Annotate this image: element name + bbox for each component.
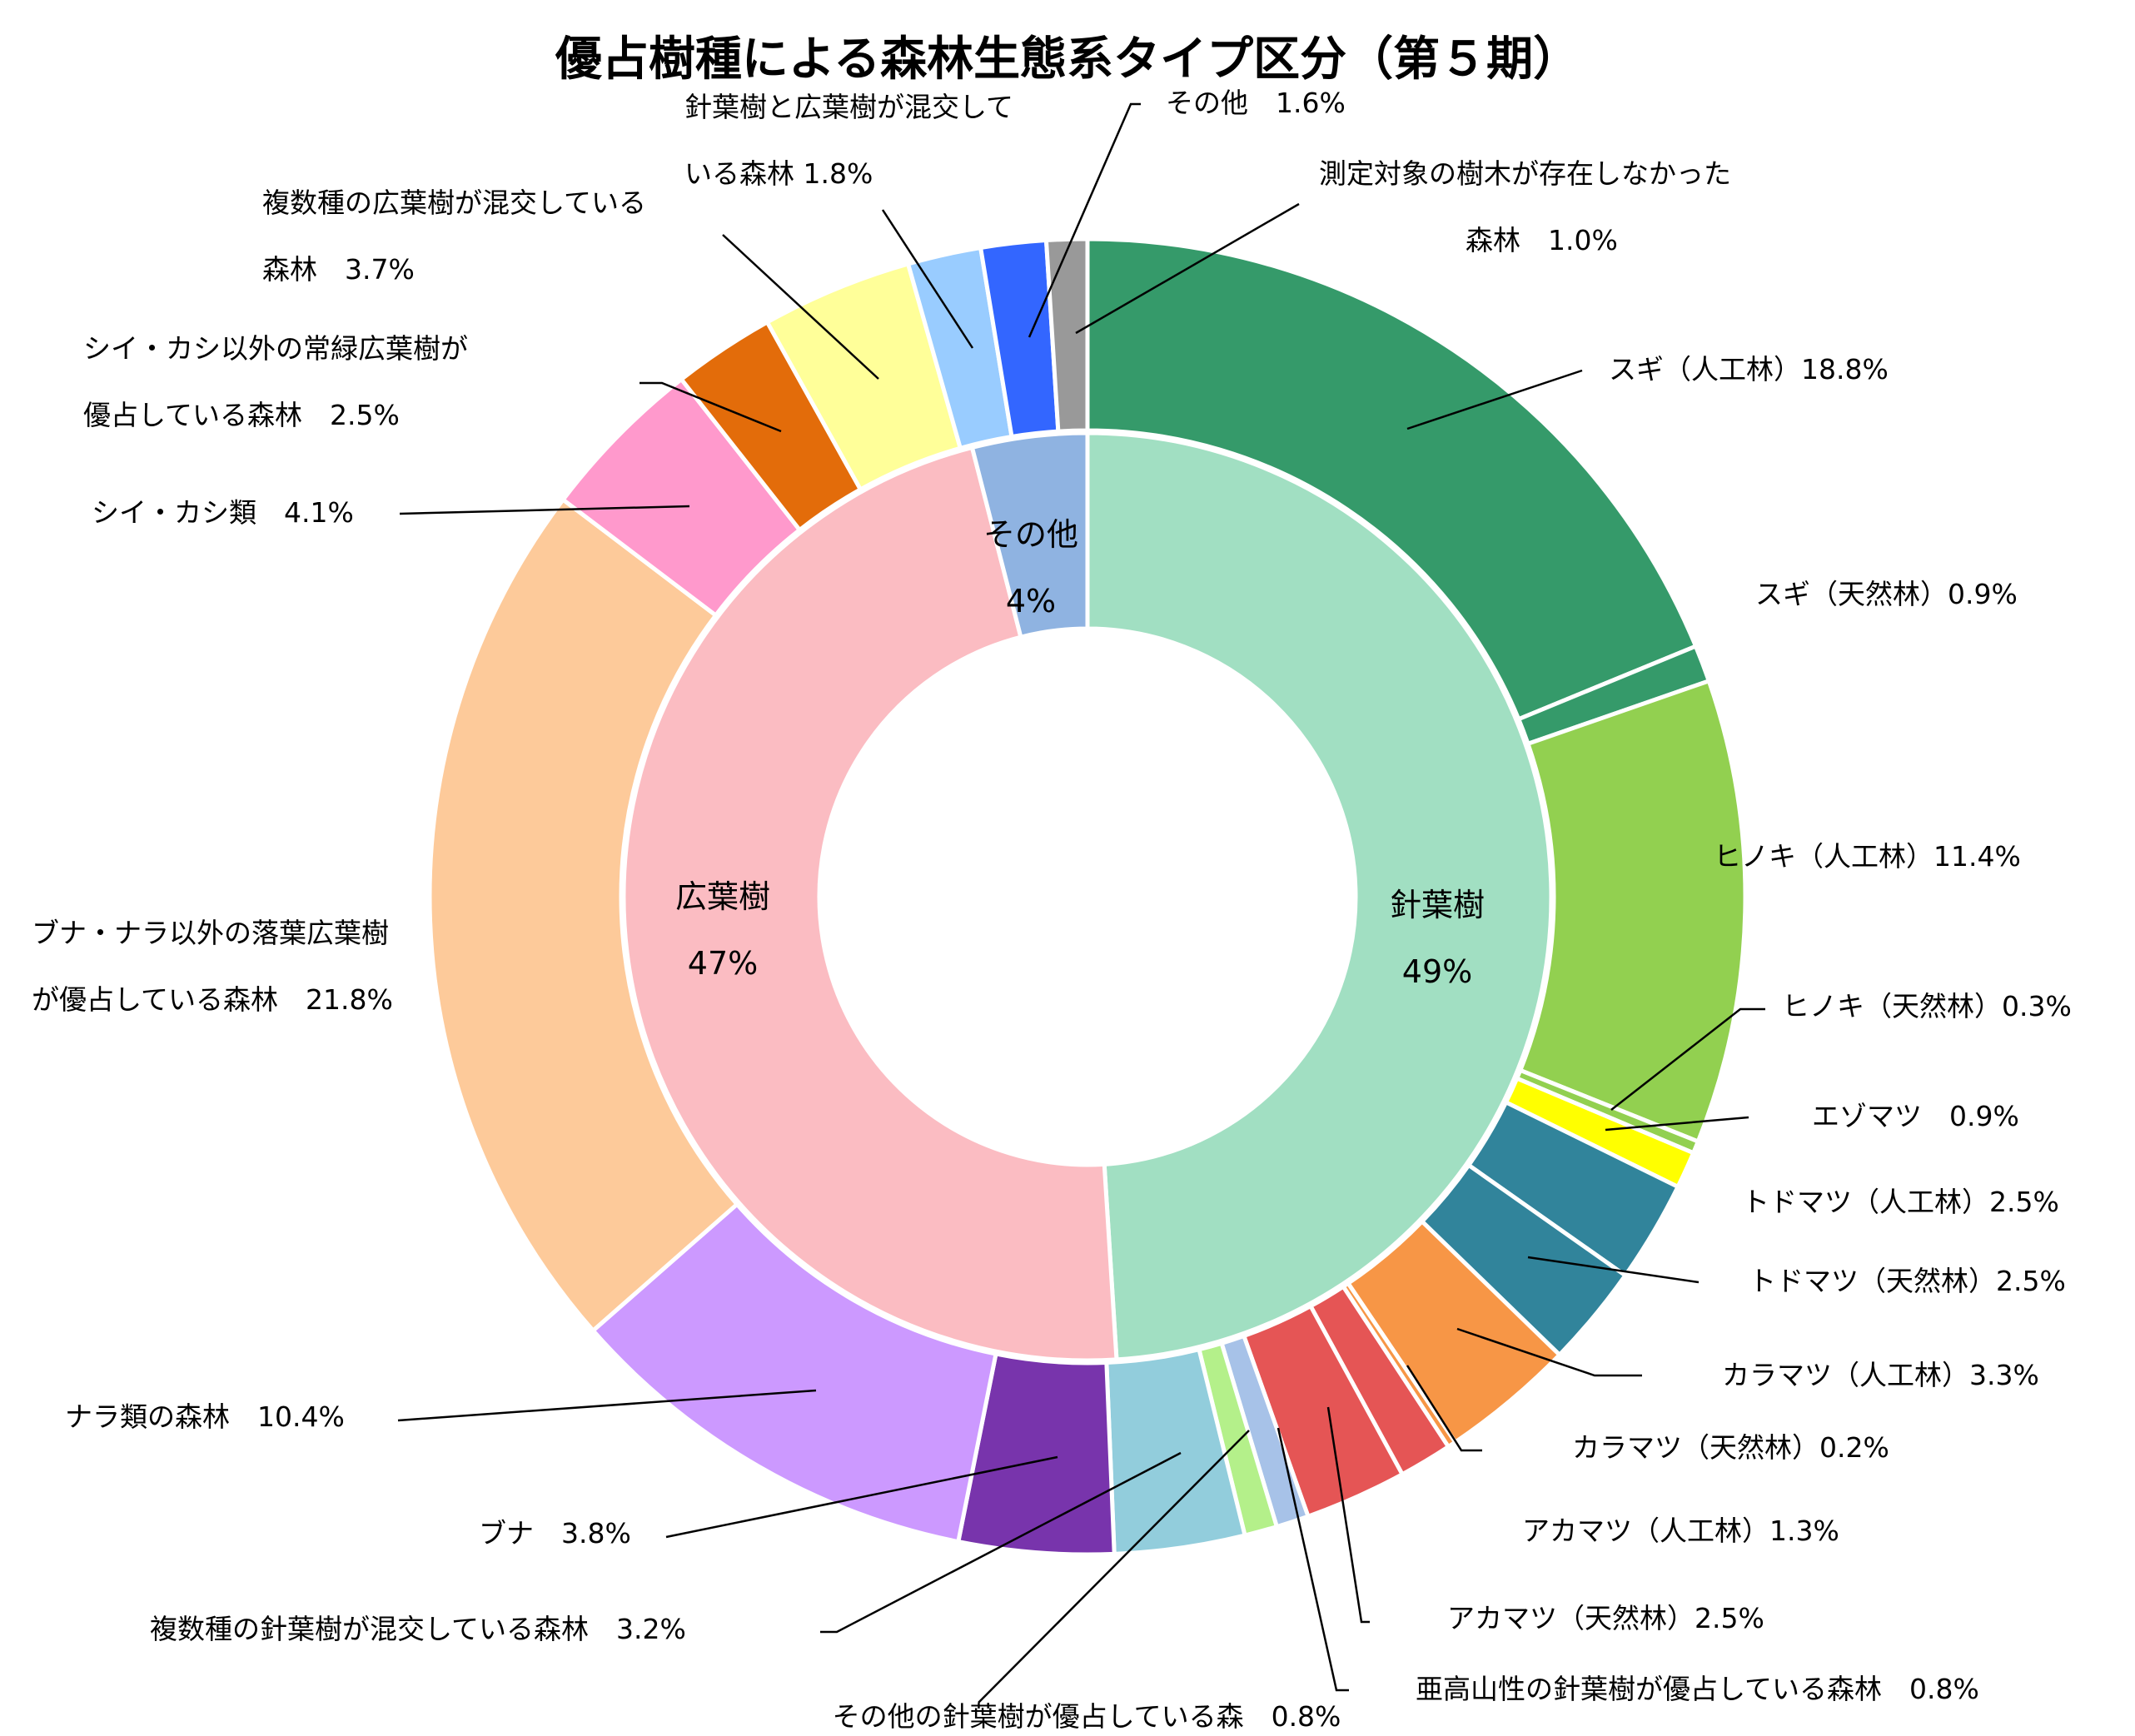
outer-label-16-line-1: ナラ類の森林 10.4% bbox=[65, 1400, 345, 1433]
outer-label-23-line-2: 森林 1.0% bbox=[1466, 224, 1618, 256]
leader-line-19 bbox=[640, 381, 782, 433]
inner-label-value-3: 4% bbox=[1006, 583, 1056, 619]
outer-labels: スギ（人工林）18.8% スギ（天然林）0.9% ヒノキ（人工林）11.4% ヒノキ（… bbox=[32, 87, 2072, 1733]
outer-label-12-line-1: 亜高山性の針葉樹が優占している森林 0.8% bbox=[1416, 1673, 1979, 1705]
outer-label-1-line-1: スギ（人工林）18.8% bbox=[1609, 353, 1889, 386]
leader-line-20 bbox=[722, 234, 879, 380]
outer-label-20-line-1: 複数種の広葉樹が混交している bbox=[262, 187, 646, 219]
inner-label-name-2: 広葉樹 bbox=[675, 878, 770, 915]
outer-label-22-line-1: その他 1.6% bbox=[1166, 87, 1346, 119]
outer-label-7-line-1: トドマツ（天然林）2.5% bbox=[1749, 1265, 2066, 1297]
inner-ring bbox=[621, 430, 1554, 1363]
outer-label-4-line-1: ヒノキ（天然林）0.3% bbox=[1782, 990, 2072, 1022]
outer-label-13-line-1: その他の針葉樹が優占している森 0.8% bbox=[833, 1700, 1341, 1733]
outer-label-17-line-1: ブナ・ナラ以外の落葉広葉樹 bbox=[32, 917, 389, 949]
outer-slice-1 bbox=[1085, 236, 1699, 722]
leader-line-18 bbox=[399, 505, 690, 515]
leader-line-21 bbox=[881, 209, 974, 349]
outer-label-8-line-1: カラマツ（人工林）3.3% bbox=[1722, 1359, 2039, 1391]
leader-line-12 bbox=[1277, 1427, 1349, 1692]
outer-slice-17 bbox=[427, 496, 740, 1334]
outer-label-11-line-1: アカマツ（天然林）2.5% bbox=[1447, 1602, 1764, 1634]
outer-label-3-line-1: ヒノキ（人工林）11.4% bbox=[1714, 840, 2021, 873]
leader-line-9 bbox=[1406, 1365, 1482, 1452]
inner-slice-2 bbox=[621, 445, 1119, 1363]
leader-line-15 bbox=[665, 1455, 1058, 1539]
outer-ring bbox=[427, 236, 1748, 1557]
chart-title: 優占樹種による森林生態系タイプ区分（第５期） bbox=[555, 32, 1580, 87]
leader-line-16 bbox=[397, 1389, 817, 1422]
outer-label-18-line-1: シイ・カシ類 4.1% bbox=[92, 496, 354, 529]
outer-label-14-line-1: 複数種の針葉樹が混交している森林 3.2% bbox=[150, 1613, 686, 1645]
outer-label-10-line-1: アカマツ（人工林）1.3% bbox=[1522, 1515, 1839, 1547]
leader-line-4 bbox=[1610, 1007, 1765, 1111]
inner-slice-1 bbox=[1085, 430, 1554, 1362]
outer-label-17-line-2: が優占している森林 21.8% bbox=[32, 983, 393, 1016]
leader-line-1 bbox=[1406, 369, 1583, 430]
leader-line-22 bbox=[1028, 102, 1141, 338]
outer-label-9-line-1: カラマツ（天然林）0.2% bbox=[1572, 1431, 1889, 1464]
inner-slice-3 bbox=[969, 430, 1090, 640]
leader-lines bbox=[397, 102, 1765, 1704]
outer-label-19-line-1: シイ・カシ以外の常緑広葉樹が bbox=[83, 332, 468, 365]
inner-label-value-2: 47% bbox=[688, 945, 758, 982]
leader-line-8 bbox=[1456, 1327, 1642, 1377]
leader-line-14 bbox=[820, 1451, 1182, 1634]
outer-label-21-line-2: いる森林 1.8% bbox=[684, 157, 873, 190]
inner-label-name-3: その他 bbox=[983, 516, 1078, 553]
inner-label-value-1: 49% bbox=[1402, 953, 1472, 990]
outer-label-21-line-1: 針葉樹と広葉樹が混交して bbox=[684, 91, 1013, 123]
outer-label-2-line-1: スギ（天然林）0.9% bbox=[1755, 578, 2018, 610]
leader-line-13 bbox=[978, 1430, 1250, 1704]
outer-label-5-line-1: エゾマツ 0.9% bbox=[1812, 1100, 2019, 1132]
outer-label-23-line-1: 測定対象の樹木が存在しなかった bbox=[1319, 157, 1731, 190]
outer-label-15-line-1: ブナ 3.8% bbox=[479, 1517, 631, 1549]
leader-line-5 bbox=[1605, 1116, 1749, 1132]
outer-label-19-line-2: 優占している森林 2.5% bbox=[83, 399, 400, 431]
leader-line-23 bbox=[1075, 202, 1300, 335]
outer-slice-3 bbox=[1517, 678, 1748, 1145]
inner-labels: 針葉樹 49% 広葉樹 47% その他 4% bbox=[675, 516, 1485, 990]
leader-line-11 bbox=[1326, 1406, 1370, 1624]
leader-line-7 bbox=[1527, 1256, 1700, 1284]
outer-label-20-line-2: 森林 3.7% bbox=[262, 253, 415, 286]
outer-label-6-line-1: トドマツ（人工林）2.5% bbox=[1742, 1186, 2059, 1218]
inner-label-name-1: 針葉樹 bbox=[1390, 887, 1485, 923]
outer-slice-23 bbox=[1043, 236, 1090, 434]
